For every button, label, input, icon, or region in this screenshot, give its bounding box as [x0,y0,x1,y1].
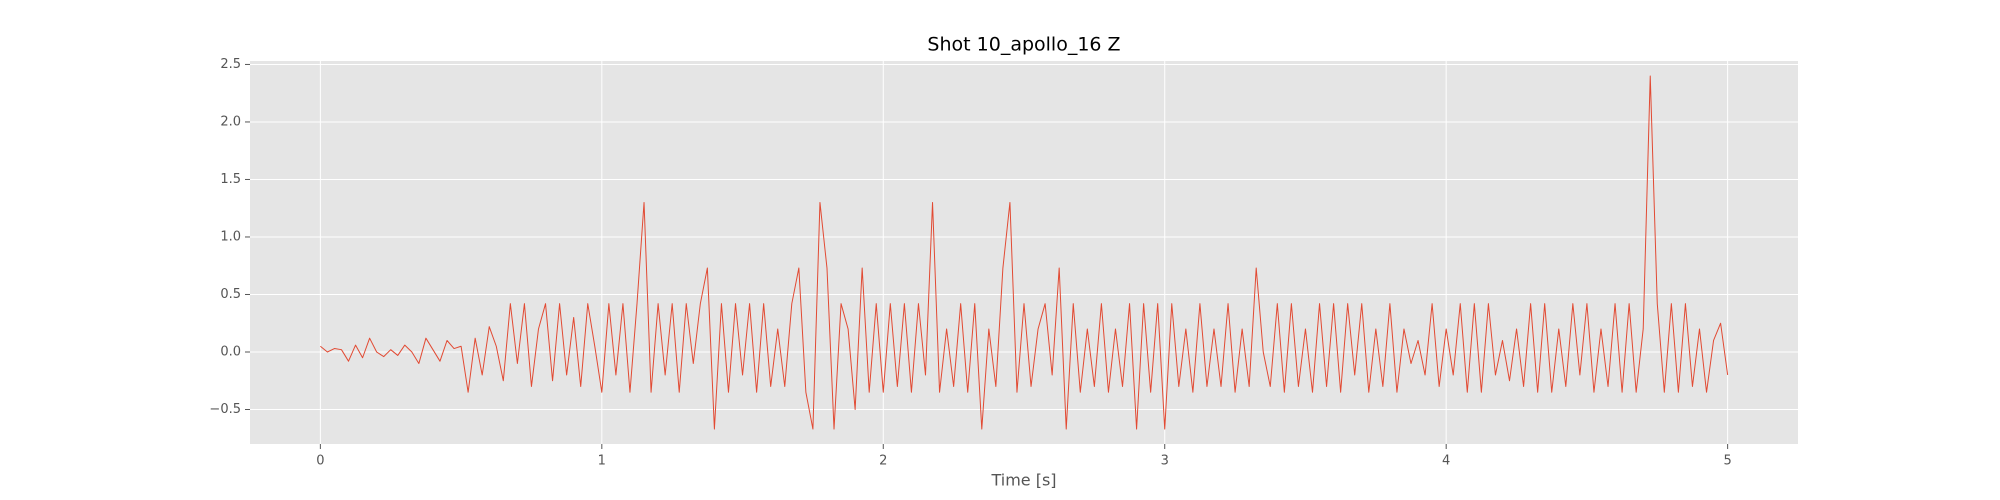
x-tick-label: 5 [1723,454,1731,469]
x-tick-label: 1 [598,454,606,469]
chart-title: Shot 10_apollo_16 Z [927,34,1120,56]
y-tick-label: 0.5 [220,287,241,302]
y-tick-label: −0.5 [209,402,241,417]
x-tick-label: 3 [1161,454,1169,469]
y-tick-label: 2.0 [220,114,241,129]
x-tick-label: 4 [1442,454,1450,469]
y-tick-label: 1.0 [220,229,241,244]
y-tick-label: 1.5 [220,172,241,187]
x-tick-label: 0 [316,454,324,469]
y-tick-label: 2.5 [220,57,241,72]
plot-area [250,61,1798,444]
x-tick-label: 2 [879,454,887,469]
x-axis-label: Time [s] [990,471,1056,490]
y-tick-label: 0.0 [220,344,241,359]
signal-line [320,75,1729,430]
